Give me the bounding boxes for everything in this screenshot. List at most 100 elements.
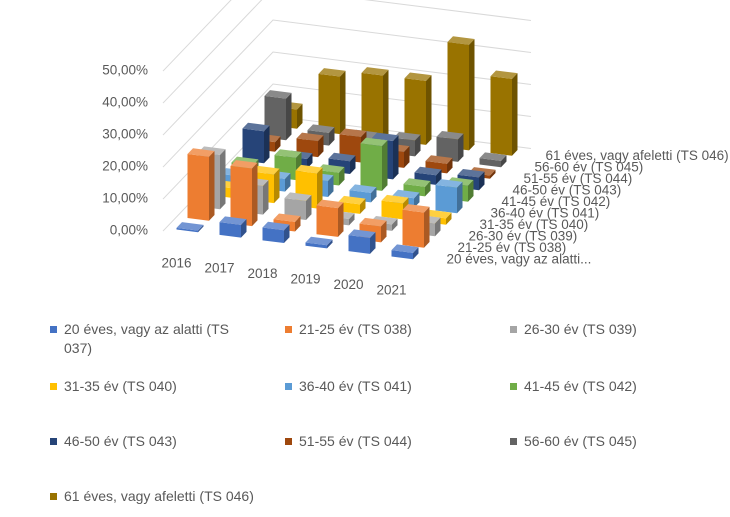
bar-side bbox=[458, 133, 464, 162]
bar-side bbox=[209, 150, 215, 221]
bar bbox=[262, 221, 290, 244]
y-tick-label: 40,00% bbox=[102, 95, 148, 110]
bar-top bbox=[316, 199, 344, 209]
bar-top bbox=[348, 229, 376, 238]
bar-front bbox=[305, 242, 327, 249]
bar-side bbox=[413, 247, 419, 260]
bar-side bbox=[252, 162, 258, 227]
bar-side bbox=[275, 136, 281, 152]
legend-label: 21-25 év (TS 038) bbox=[299, 321, 412, 337]
bar-side bbox=[284, 224, 290, 244]
depth-label: 56-60 év (TS 045) bbox=[535, 159, 644, 174]
bar-top bbox=[328, 152, 356, 162]
legend-swatch bbox=[285, 438, 292, 445]
legend-label: 26-30 év (TS 039) bbox=[524, 321, 637, 337]
bar-top bbox=[393, 131, 421, 141]
bar-top bbox=[307, 124, 335, 133]
x-tick-label: 2018 bbox=[247, 266, 277, 281]
legend-swatch bbox=[285, 326, 292, 333]
legend-label: 41-45 év (TS 042) bbox=[524, 378, 637, 394]
bar-top bbox=[435, 179, 463, 188]
bar bbox=[284, 192, 312, 221]
bar-top bbox=[252, 165, 280, 175]
bar-front bbox=[479, 158, 501, 168]
bar-side bbox=[468, 179, 474, 202]
bar-top bbox=[425, 155, 453, 164]
bar bbox=[242, 122, 270, 164]
bar-top bbox=[361, 67, 389, 76]
bar-side bbox=[198, 224, 204, 233]
bar-front bbox=[447, 42, 469, 151]
legend-label: 46-50 év (TS 043) bbox=[64, 433, 177, 449]
depth-label: 26-30 év (TS 039) bbox=[469, 228, 578, 243]
legend-swatch bbox=[510, 438, 517, 445]
legend-item: 31-35 év (TS 040) bbox=[50, 377, 250, 396]
bar-top bbox=[371, 132, 399, 142]
bar-top bbox=[402, 204, 430, 213]
grid-line bbox=[162, 19, 532, 136]
bar-top bbox=[318, 68, 346, 77]
bar-side bbox=[512, 73, 518, 156]
bar-top bbox=[403, 178, 431, 187]
x-tick-label: 2017 bbox=[204, 261, 234, 276]
bar-side bbox=[286, 92, 292, 141]
legend-item: 61 éves, vagy afeletti (TS 046) bbox=[50, 487, 350, 506]
depth-label: 20 éves, vagy az alatti... bbox=[447, 251, 592, 266]
bar-side bbox=[297, 103, 303, 129]
bar-front bbox=[338, 201, 360, 214]
bar-top bbox=[284, 192, 312, 201]
bar-top bbox=[274, 149, 302, 158]
depth-label: 61 éves, vagy afeletti (TS 046) bbox=[546, 148, 729, 163]
bar-front bbox=[219, 222, 241, 238]
x-tick-label: 2020 bbox=[333, 277, 363, 292]
x-tick-label: 2019 bbox=[290, 272, 320, 287]
y-tick-label: 0,00% bbox=[110, 223, 148, 238]
legend-swatch bbox=[510, 326, 517, 333]
grid-line bbox=[162, 0, 532, 104]
bar-side bbox=[306, 195, 312, 221]
depth-label: 21-25 év (TS 038) bbox=[458, 240, 567, 255]
legend-swatch bbox=[510, 383, 517, 390]
bar-top bbox=[490, 70, 518, 79]
bar-side bbox=[340, 70, 346, 135]
bar-side bbox=[370, 232, 376, 254]
legend-swatch bbox=[285, 383, 292, 390]
bar bbox=[338, 195, 366, 214]
bar-side bbox=[317, 167, 323, 209]
bar-front bbox=[284, 198, 306, 221]
depth-label: 31-35 év (TS 040) bbox=[480, 217, 589, 232]
bar-side bbox=[339, 166, 345, 186]
bar-side bbox=[425, 180, 431, 197]
bar-side bbox=[327, 239, 333, 249]
bar-top bbox=[414, 166, 442, 176]
bar-front bbox=[230, 165, 252, 227]
bar-side bbox=[404, 146, 410, 168]
bar-side bbox=[426, 75, 432, 145]
bar-side bbox=[338, 202, 344, 237]
bar-side bbox=[381, 220, 387, 243]
bar-side bbox=[501, 155, 507, 168]
bar-side bbox=[414, 192, 420, 208]
bar-side bbox=[295, 216, 301, 232]
bar-front bbox=[404, 78, 426, 145]
bar-front bbox=[402, 209, 424, 248]
bar-top bbox=[338, 195, 366, 205]
legend-label: 56-60 év (TS 045) bbox=[524, 433, 637, 449]
grid-line bbox=[162, 0, 232, 72]
legend-item: 56-60 év (TS 045) bbox=[510, 432, 710, 451]
x-tick-label: 2016 bbox=[161, 255, 191, 270]
bar-top bbox=[392, 189, 420, 199]
legend-swatch bbox=[50, 438, 57, 445]
bar-top bbox=[230, 160, 258, 169]
bar-front bbox=[318, 73, 340, 135]
bar-front bbox=[264, 95, 286, 141]
bar-side bbox=[392, 218, 398, 231]
bar bbox=[295, 164, 323, 209]
bar-side bbox=[393, 135, 399, 180]
bar-front bbox=[262, 227, 284, 244]
bar bbox=[436, 130, 464, 162]
bar-top bbox=[381, 194, 409, 204]
bar bbox=[316, 199, 344, 237]
bar-front bbox=[187, 154, 209, 221]
